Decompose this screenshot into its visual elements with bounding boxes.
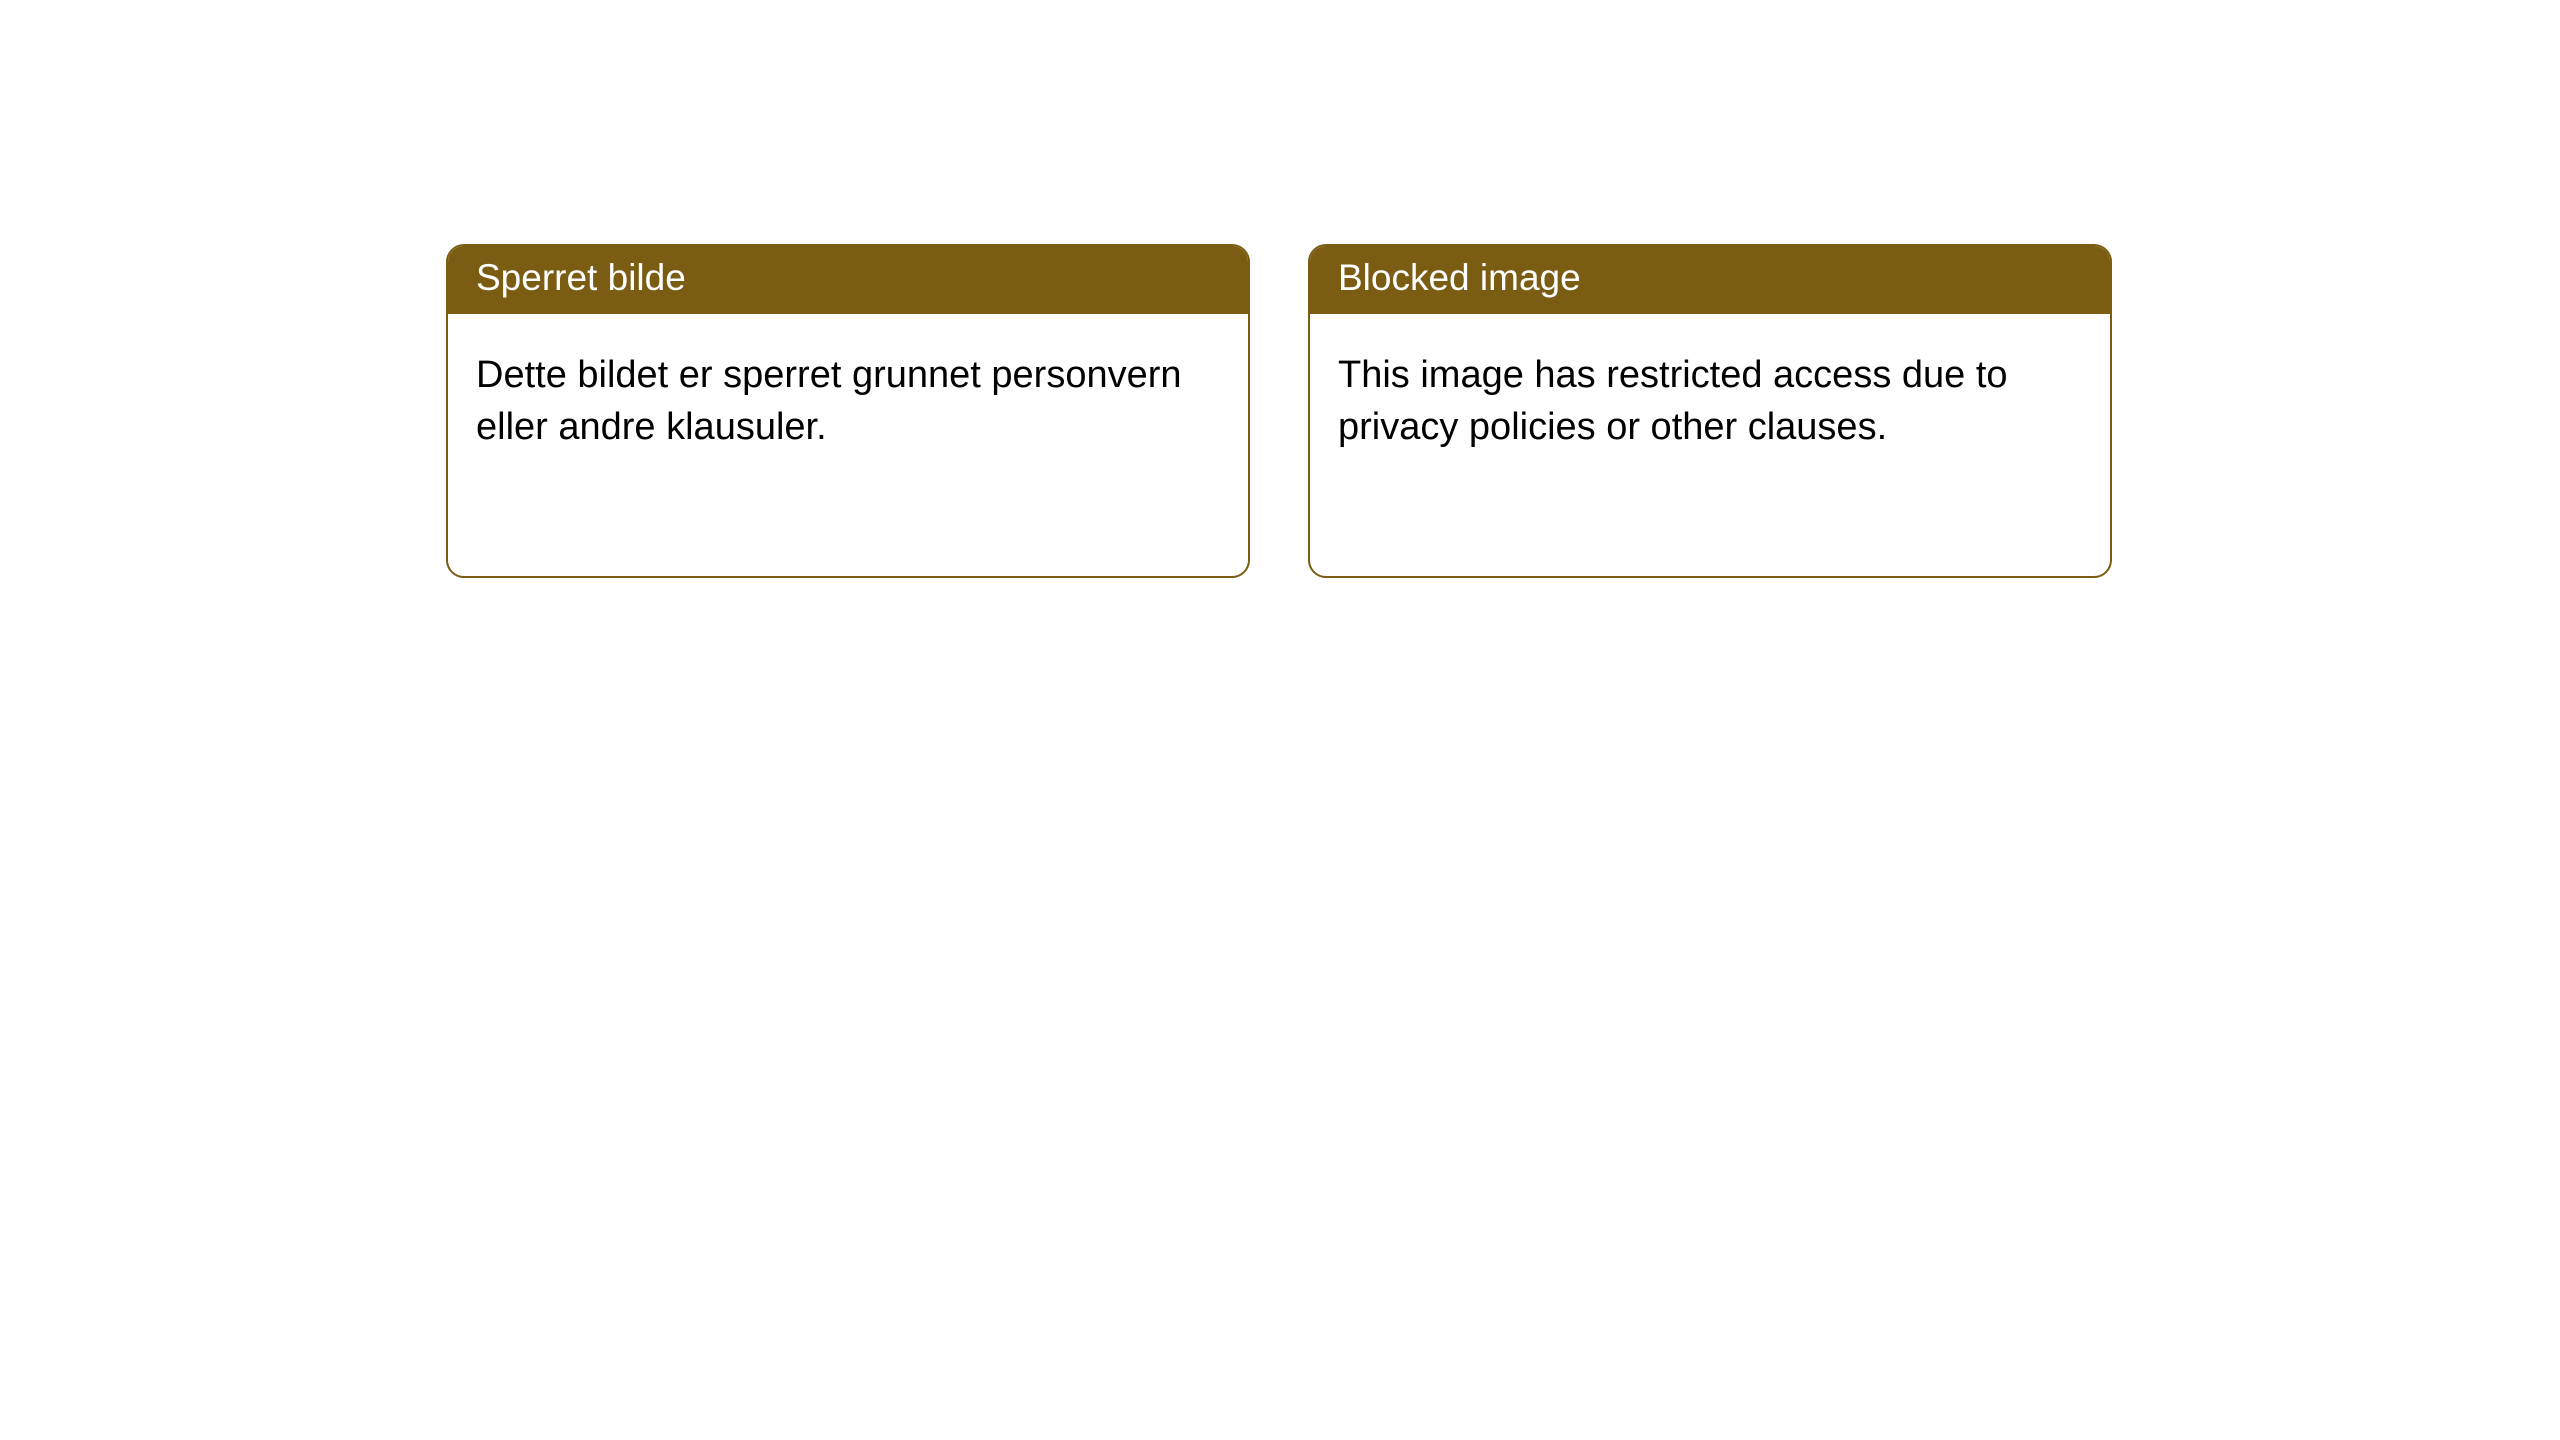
- notice-container: Sperret bilde Dette bildet er sperret gr…: [0, 0, 2560, 578]
- notice-body: Dette bildet er sperret grunnet personve…: [448, 314, 1248, 481]
- notice-body: This image has restricted access due to …: [1310, 314, 2110, 481]
- notice-card-norwegian: Sperret bilde Dette bildet er sperret gr…: [446, 244, 1250, 578]
- notice-header: Sperret bilde: [448, 246, 1248, 314]
- notice-card-english: Blocked image This image has restricted …: [1308, 244, 2112, 578]
- notice-header: Blocked image: [1310, 246, 2110, 314]
